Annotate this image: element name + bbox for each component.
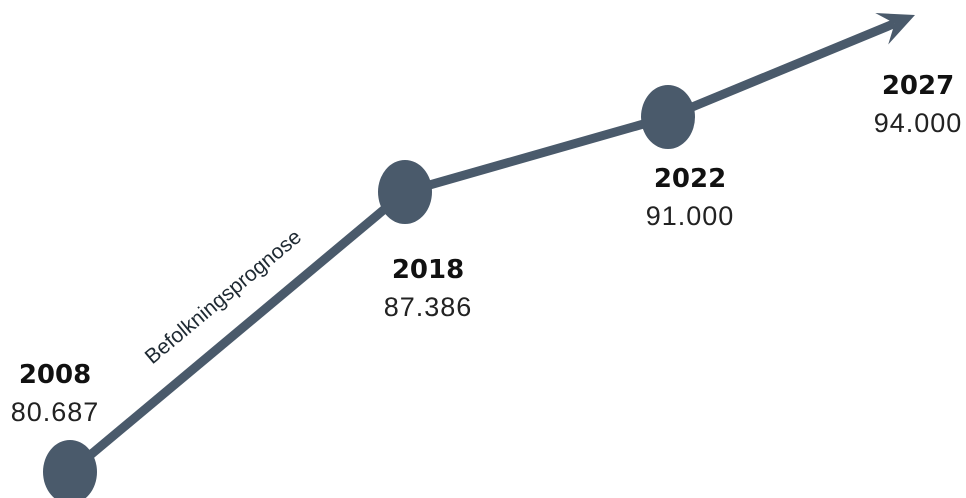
year-label-2018: 2018 xyxy=(392,255,464,285)
data-point-marker-2008 xyxy=(43,440,97,498)
arrowhead-icon xyxy=(875,13,915,45)
value-label-2022: 91.000 xyxy=(646,201,735,231)
series-line-segment-2022-2027 xyxy=(666,19,897,122)
data-point-marker-2018 xyxy=(378,160,432,224)
value-label-2027: 94.000 xyxy=(874,108,963,138)
value-label-2018: 87.386 xyxy=(384,292,473,322)
series-line-segment-2008-2018 xyxy=(67,188,408,476)
year-label-2027: 2027 xyxy=(882,71,954,101)
data-point-marker-2022 xyxy=(641,85,695,149)
year-label-2008: 2008 xyxy=(19,360,91,390)
series-line-layer xyxy=(67,13,915,476)
series-line-segment-2018-2022 xyxy=(403,112,670,197)
marker-layer xyxy=(43,85,695,498)
year-label-2022: 2022 xyxy=(654,164,726,194)
value-label-2008: 80.687 xyxy=(11,397,100,427)
label-layer: 2008 80.687 2018 87.386 2022 91.000 2027 94.000… xyxy=(11,71,963,427)
